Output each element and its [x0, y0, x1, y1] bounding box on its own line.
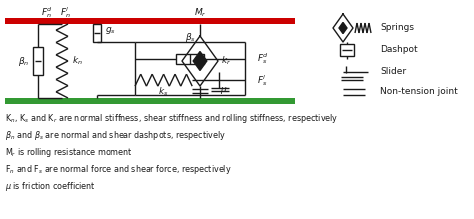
Bar — [5, 18, 295, 24]
Text: $k_s$: $k_s$ — [158, 86, 169, 98]
Text: $\beta_n$ and $\beta_s$ are normal and shear dashpots, respectively: $\beta_n$ and $\beta_s$ are normal and s… — [5, 129, 226, 142]
Text: Dashpot: Dashpot — [380, 46, 418, 55]
Bar — [93, 24, 101, 42]
Text: F$_n$ and F$_s$ are normal force and shear force, respectively: F$_n$ and F$_s$ are normal force and she… — [5, 163, 232, 176]
Text: $k_n$: $k_n$ — [72, 55, 83, 67]
Text: $g_s$: $g_s$ — [105, 25, 116, 37]
Text: $F_s^d$: $F_s^d$ — [257, 51, 269, 66]
Text: $k_r$: $k_r$ — [221, 55, 231, 67]
Bar — [176, 54, 204, 64]
Text: $\mu$ is friction coefficient: $\mu$ is friction coefficient — [5, 180, 96, 193]
Text: K$_n$, K$_s$ and K$_r$ are normal stiffness, shear stiffness and rolling stiffne: K$_n$, K$_s$ and K$_r$ are normal stiffn… — [5, 112, 338, 125]
Text: Slider: Slider — [380, 67, 406, 76]
Bar — [33, 47, 43, 75]
Polygon shape — [339, 22, 347, 34]
Text: $F_n^l$: $F_n^l$ — [60, 5, 71, 20]
Text: M$_r$ is rolling resistance moment: M$_r$ is rolling resistance moment — [5, 146, 133, 159]
Bar — [5, 98, 295, 104]
Text: Springs: Springs — [380, 23, 414, 32]
Bar — [340, 44, 354, 56]
Text: $\beta_n$: $\beta_n$ — [18, 55, 30, 67]
Text: $M_r$: $M_r$ — [194, 7, 206, 19]
Text: $\mu$: $\mu$ — [220, 85, 228, 96]
Text: $\beta_s$: $\beta_s$ — [184, 32, 195, 44]
Polygon shape — [193, 51, 207, 71]
Text: $F_n^d$: $F_n^d$ — [41, 5, 53, 20]
Text: $F_s^l$: $F_s^l$ — [257, 73, 267, 88]
Text: Non-tension joint: Non-tension joint — [380, 88, 458, 97]
